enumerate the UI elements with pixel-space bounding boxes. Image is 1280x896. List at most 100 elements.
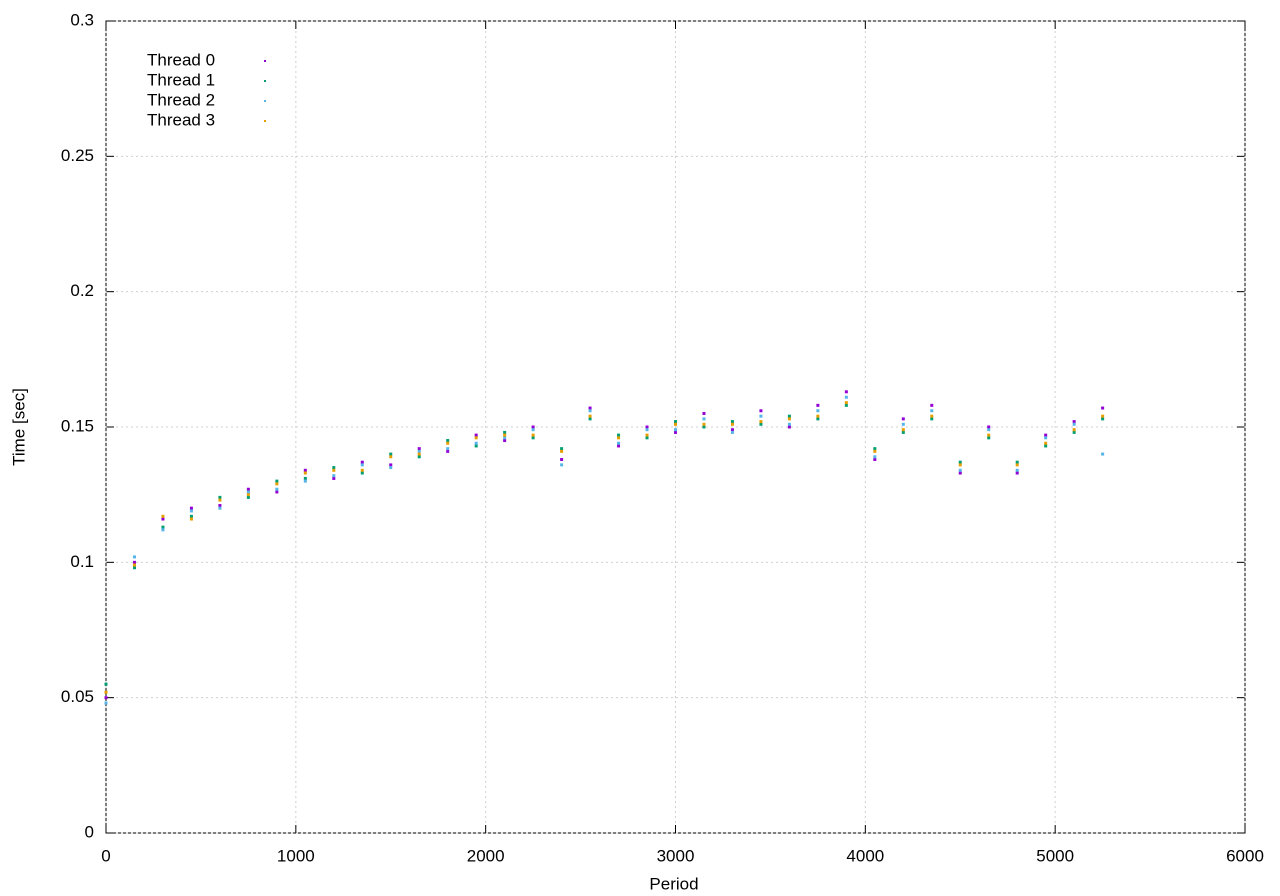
- point: [674, 422, 677, 426]
- point: [787, 414, 791, 418]
- point: [560, 447, 564, 451]
- point: [1015, 468, 1019, 472]
- point: [901, 422, 905, 426]
- point: [275, 479, 279, 483]
- point: [958, 468, 962, 472]
- point: [332, 476, 336, 480]
- point: [787, 422, 791, 426]
- point: [1101, 406, 1105, 410]
- point: [389, 466, 393, 470]
- point: [332, 468, 336, 472]
- x-tick-label: 0: [101, 846, 110, 865]
- point: [645, 428, 649, 432]
- point: [360, 463, 364, 467]
- point: [189, 506, 193, 510]
- point: [730, 420, 734, 424]
- point: [417, 452, 421, 456]
- point: [474, 436, 478, 440]
- point: [360, 468, 364, 472]
- point: [873, 447, 877, 451]
- point: [930, 403, 934, 407]
- point: [816, 409, 820, 413]
- point: [759, 420, 763, 424]
- point: [332, 466, 336, 470]
- point: [1044, 444, 1048, 448]
- point: [674, 430, 677, 434]
- point: [417, 455, 421, 459]
- legend-label: Thread 2: [147, 90, 215, 109]
- point: [360, 460, 364, 464]
- point: [531, 425, 535, 429]
- point: [161, 514, 165, 518]
- point: [389, 455, 393, 459]
- point: [645, 436, 649, 440]
- point: [417, 447, 421, 451]
- point: [275, 490, 279, 494]
- point: [161, 528, 165, 532]
- point: [446, 449, 450, 453]
- point: [617, 436, 621, 440]
- point: [275, 487, 279, 491]
- y-tick-label: 0: [85, 822, 94, 841]
- point: [588, 414, 592, 418]
- point: [930, 417, 934, 421]
- point: [759, 409, 763, 413]
- point: [474, 441, 478, 445]
- point: [1072, 422, 1076, 426]
- point: [702, 422, 706, 426]
- point: [474, 433, 478, 437]
- y-tick-label: 0.25: [61, 146, 94, 165]
- y-tick-label: 0.15: [61, 416, 94, 435]
- point: [161, 525, 165, 529]
- point: [588, 417, 592, 421]
- x-axis-label: Period: [649, 874, 698, 893]
- point: [1101, 452, 1105, 456]
- point: [474, 444, 478, 448]
- point: [503, 439, 507, 443]
- y-tick-label: 0.05: [61, 687, 94, 706]
- point: [930, 409, 934, 413]
- point: [987, 436, 991, 440]
- point: [730, 430, 734, 434]
- point: [360, 471, 364, 475]
- point: [218, 503, 222, 507]
- point: [730, 422, 734, 426]
- point: [816, 417, 820, 421]
- point: [531, 428, 535, 432]
- point: [104, 690, 108, 694]
- point: [503, 436, 507, 440]
- x-tick-label: 4000: [846, 846, 884, 865]
- point: [901, 417, 905, 421]
- point: [560, 463, 564, 467]
- point: [1072, 420, 1076, 424]
- point: [560, 457, 564, 461]
- point: [132, 560, 136, 564]
- point: [104, 696, 108, 700]
- point: [446, 441, 450, 445]
- point: [844, 403, 848, 407]
- point: [873, 449, 877, 453]
- point: [730, 428, 734, 432]
- point: [503, 430, 507, 434]
- point: [645, 425, 649, 429]
- point: [1044, 436, 1048, 440]
- point: [1015, 460, 1019, 464]
- point: [303, 468, 307, 472]
- point: [246, 487, 250, 491]
- point: [189, 514, 193, 518]
- point: [873, 455, 877, 459]
- x-tick-label: 5000: [1036, 846, 1074, 865]
- point: [132, 563, 136, 567]
- point: [617, 433, 621, 437]
- point: [787, 425, 791, 429]
- legend-label: Thread 3: [147, 110, 215, 129]
- point: [503, 433, 507, 437]
- point: [446, 439, 450, 443]
- point: [958, 463, 962, 467]
- point: [161, 517, 165, 521]
- point: [987, 425, 991, 429]
- y-tick-label: 0.3: [70, 10, 94, 29]
- point: [303, 479, 307, 483]
- point: [1044, 433, 1048, 437]
